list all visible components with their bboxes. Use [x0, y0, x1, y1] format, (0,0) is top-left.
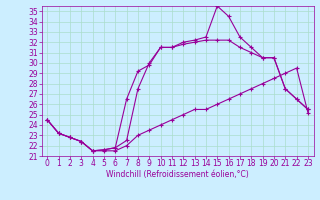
X-axis label: Windchill (Refroidissement éolien,°C): Windchill (Refroidissement éolien,°C) [106, 170, 249, 179]
